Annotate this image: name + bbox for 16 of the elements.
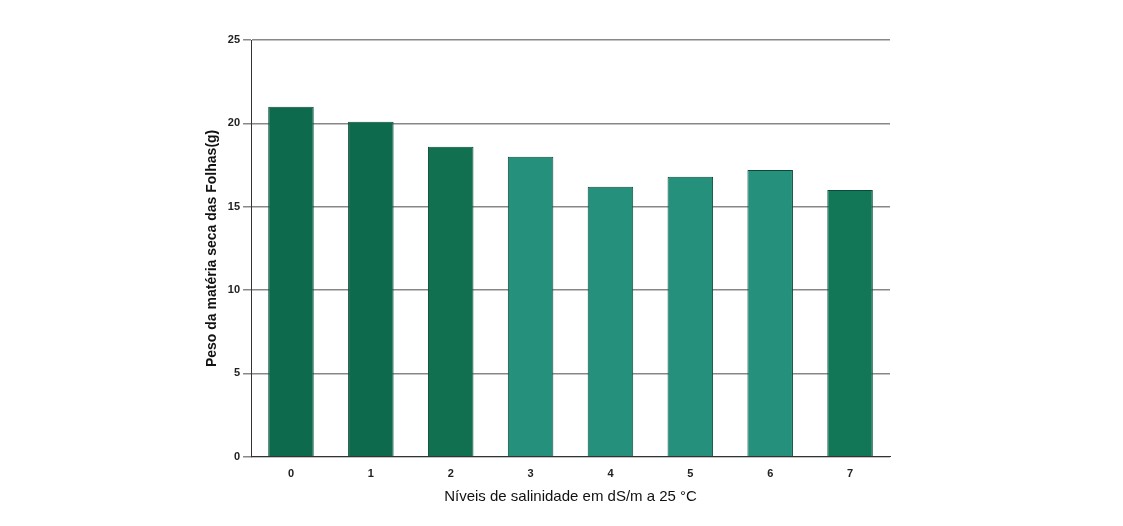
x-tick-label: 7 — [847, 467, 854, 480]
x-tick-label: 3 — [527, 467, 534, 480]
x-tick-label: 0 — [287, 467, 295, 480]
x-tick-label: 5 — [687, 467, 694, 480]
y-tick-label: 0 — [233, 449, 241, 462]
y-tick-label: 10 — [227, 283, 241, 296]
x-tick-label: 6 — [767, 467, 774, 480]
y-tick-label: 5 — [233, 366, 241, 379]
y-tick-label: 25 — [227, 33, 241, 46]
x-tick-label: 4 — [607, 467, 615, 480]
x-axis-title: Níveis de salinidade em dS/m a 25 °C — [444, 487, 698, 505]
y-axis-title: Peso da matéria seca das Folhas(g) — [203, 129, 220, 368]
y-tick-label: 15 — [227, 199, 241, 212]
y-tick-label: 20 — [227, 116, 241, 129]
x-tick-label: 1 — [367, 467, 374, 480]
x-tick-label: 2 — [447, 467, 454, 480]
